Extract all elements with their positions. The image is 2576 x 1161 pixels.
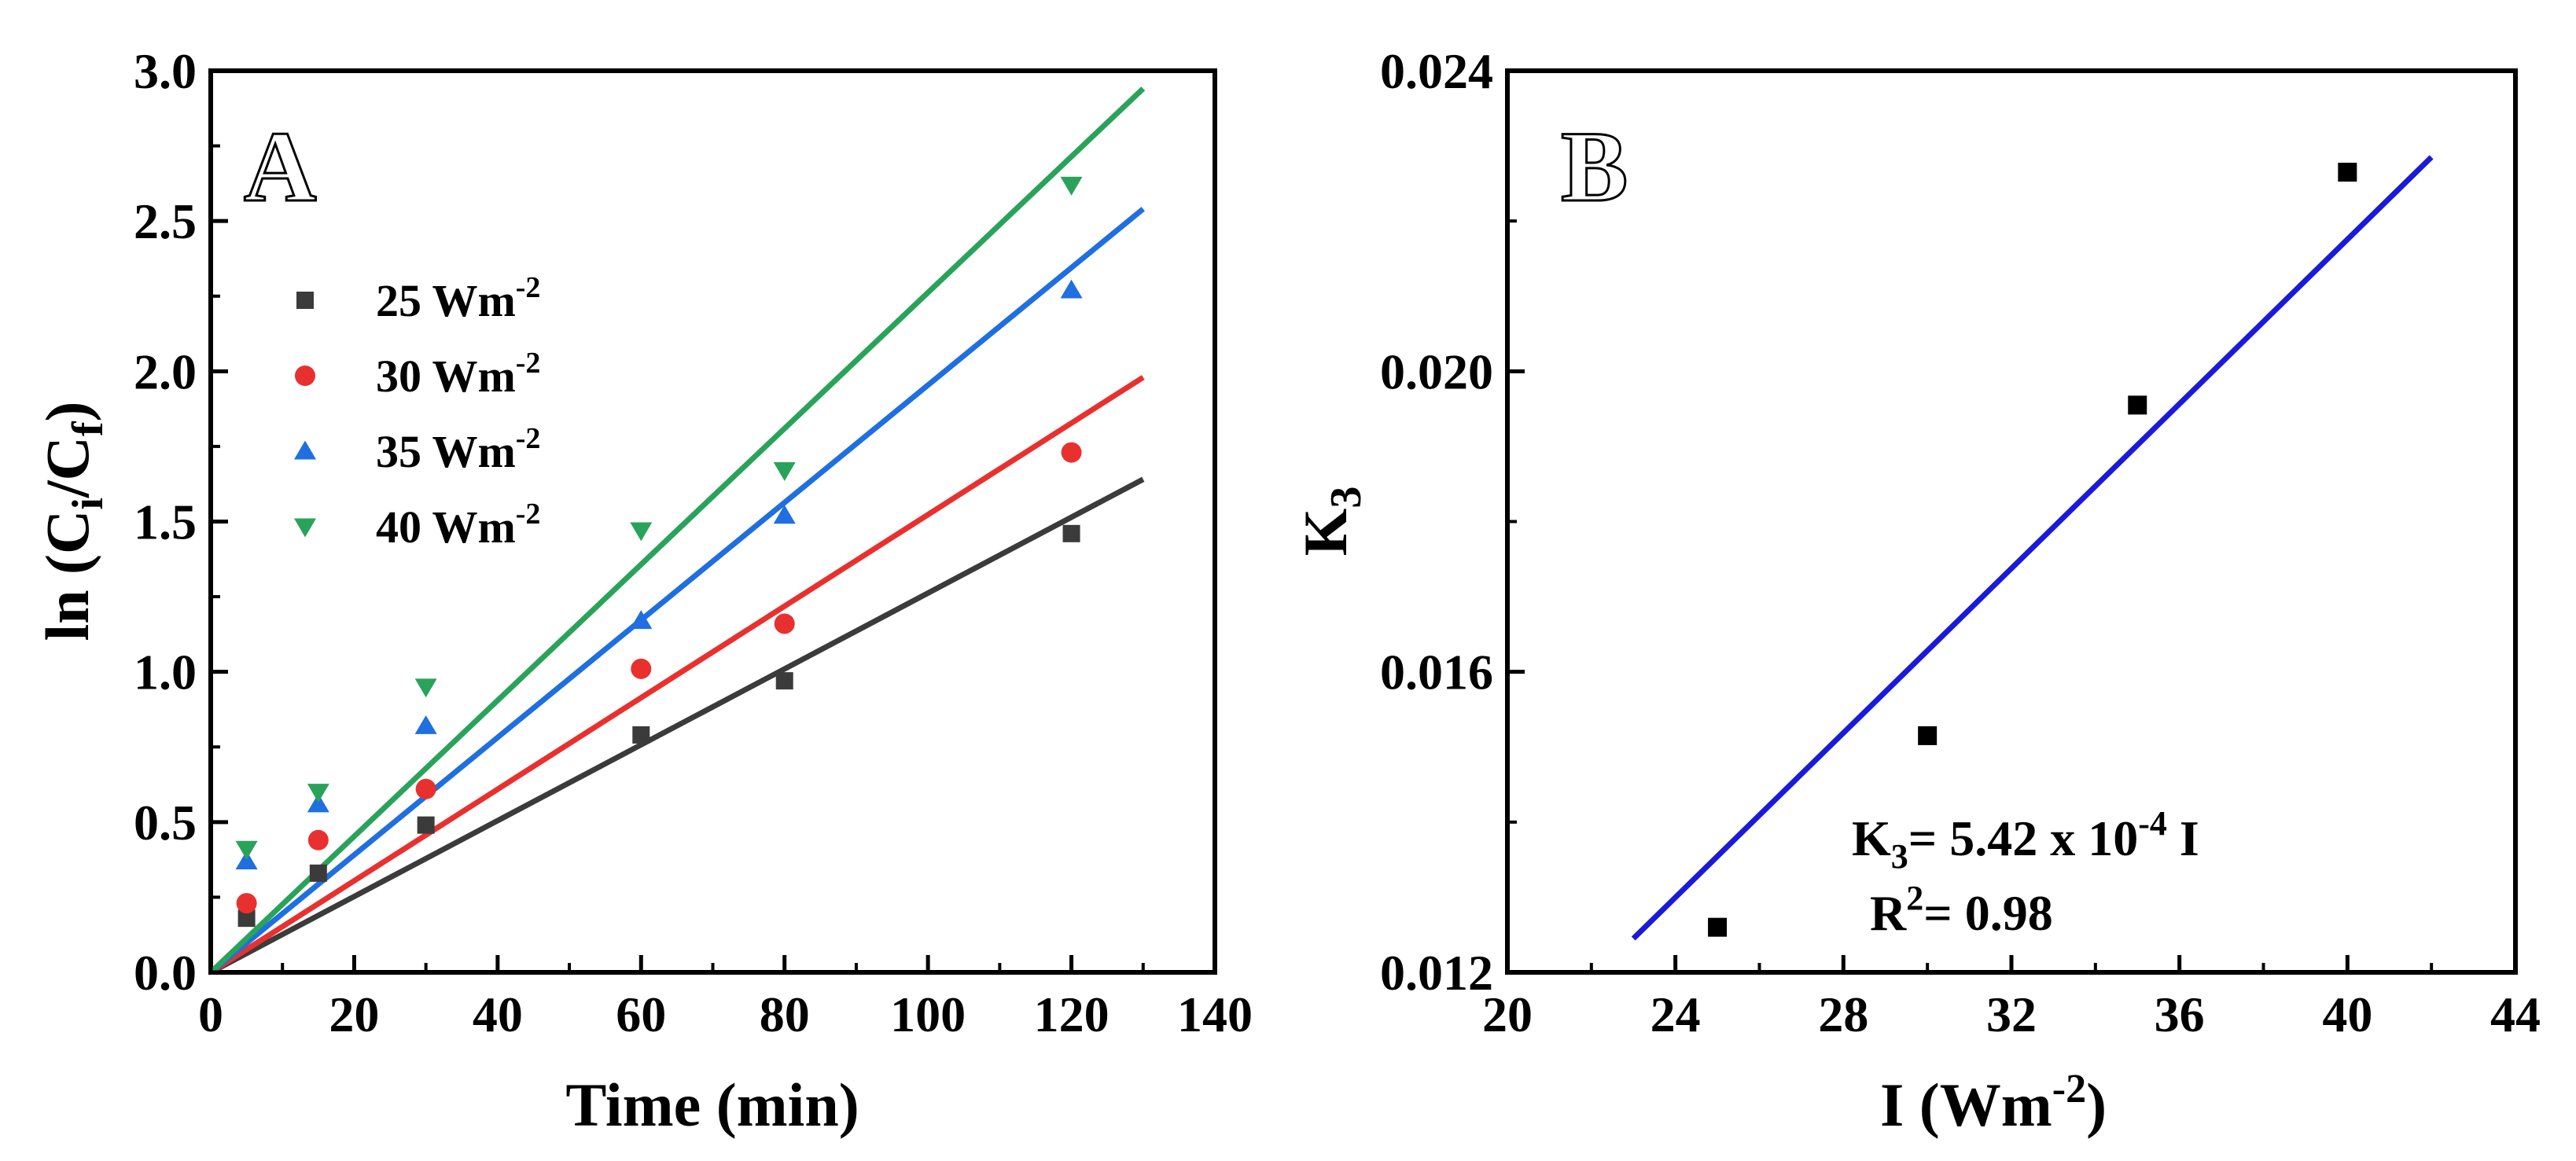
x-tick-label: 100 [890, 986, 966, 1042]
x-tick-label: 40 [473, 986, 523, 1042]
y-tick-label: 0.012 [1380, 945, 1493, 1001]
legend-marker-0 [296, 292, 314, 309]
chart-b-points [1708, 163, 2357, 937]
data-point-s3-5 [1060, 176, 1083, 196]
data-point-s0-2 [417, 816, 435, 834]
x-tick-label: 20 [329, 986, 379, 1042]
chart-a-points [235, 176, 1083, 928]
data-point-s2-2 [414, 715, 437, 734]
legend-marker-1 [295, 366, 315, 386]
chart-a-x-axis-label: Time (min) [565, 1071, 859, 1139]
fit-line-1 [209, 375, 1145, 975]
y-tick-label: 0.024 [1380, 43, 1493, 99]
y-tick-label: 1.0 [134, 645, 197, 700]
chart-a: 0 20 40 60 80 100 120 1400.00.51.01.52.02.53.0 … [33, 43, 1253, 1139]
legend-marker-3 [294, 518, 316, 538]
x-tick-label: 140 [1177, 986, 1253, 1042]
chart-b-y-axis-label: K3 [1291, 487, 1371, 557]
data-point-s1-2 [415, 778, 436, 799]
data-point-s2-1 [307, 793, 329, 813]
data-point-s3-2 [414, 678, 437, 698]
y-tick-label: 3.0 [134, 43, 197, 99]
x-tick-label: 28 [1818, 986, 1868, 1042]
y-tick-label: 0.5 [134, 795, 197, 851]
x-tick-label: 60 [616, 986, 666, 1042]
data-point-3 [2338, 163, 2357, 182]
x-tick-label: 80 [760, 986, 810, 1042]
fit-line-2 [208, 207, 1146, 975]
data-point-s3-4 [773, 462, 796, 481]
data-point-s1-0 [236, 893, 257, 914]
chart-b-ticks: 20 24 28 32 36 40 44 0.012 0.016 0.020 0.024 [1380, 43, 2541, 1042]
chart-b-equation: K3= 5.42 x 10-4 I [1852, 804, 2199, 876]
data-point-s0-5 [1062, 524, 1080, 542]
y-tick-label: 0.0 [134, 945, 197, 1001]
fit-line-0 [209, 476, 1145, 975]
data-point-s0-0 [237, 909, 256, 928]
x-tick-label: 44 [2490, 986, 2541, 1042]
fit-line [1631, 155, 2434, 941]
data-point-s2-5 [1060, 279, 1083, 299]
legend-entry-30: 30 Wm-2 [376, 347, 540, 402]
y-tick-label: 0.020 [1380, 344, 1493, 399]
data-point-2 [2128, 395, 2147, 415]
x-tick-label: 40 [2322, 986, 2372, 1042]
data-point-s2-0 [235, 851, 258, 869]
x-tick-label: 36 [2155, 986, 2205, 1042]
fit-line-3 [208, 86, 1146, 975]
x-tick-label: 32 [1986, 986, 2037, 1042]
chart-a-y-axis-label: ln (Ci/Cf) [33, 401, 112, 641]
data-point-s3-0 [235, 840, 258, 860]
x-tick-label: 24 [1650, 986, 1701, 1042]
x-tick-label: 20 [1482, 986, 1533, 1042]
data-point-s3-3 [630, 522, 653, 542]
chart-a-fit-lines [208, 86, 1146, 975]
legend-entry-40: 40 Wm-2 [376, 498, 540, 553]
y-tick-label: 2.0 [134, 344, 197, 399]
legend-marker-2 [294, 440, 316, 460]
data-point-s1-4 [774, 613, 795, 634]
chart-b-x-axis-label: I (Wm-2) [1880, 1067, 2107, 1139]
chart-b: 20 24 28 32 36 40 44 0.012 0.016 0.020 0.024 B K3=… [1291, 43, 2541, 1139]
data-point-s0-4 [775, 672, 793, 690]
data-point-s0-1 [309, 864, 327, 882]
x-tick-label: 0 [198, 986, 223, 1042]
data-point-s2-4 [773, 505, 796, 524]
data-point-0 [1708, 917, 1728, 937]
legend-entry-35: 35 Wm-2 [376, 422, 540, 477]
y-tick-label: 0.016 [1380, 645, 1493, 700]
data-point-1 [1918, 726, 1938, 745]
data-point-s2-3 [630, 610, 653, 630]
data-point-s0-3 [632, 726, 650, 744]
data-point-s1-3 [631, 658, 652, 679]
chart-a-ticks: 0 20 40 60 80 100 120 140 0.0 0.5 1.0 1.5 2.0 2.5 3.0 [134, 43, 1253, 1042]
data-point-s3-1 [307, 784, 329, 803]
y-tick-label: 1.5 [134, 494, 197, 550]
legend-entry-25: 25 Wm-2 [376, 271, 540, 326]
chart-b-r-squared: R2= 0.98 [1870, 879, 2053, 941]
chart-a-panel-label: A [244, 111, 316, 222]
chart-b-fit-line [1631, 155, 2434, 941]
data-point-s1-5 [1061, 442, 1082, 463]
x-tick-label: 120 [1034, 986, 1110, 1042]
y-tick-label: 2.5 [134, 193, 197, 249]
chart-a-legend: 25 Wm-2 30 Wm-2 35 Wm-2 40 Wm-2 [294, 271, 540, 553]
data-point-s1-1 [307, 829, 329, 851]
chart-b-panel-label: B [1561, 111, 1628, 222]
